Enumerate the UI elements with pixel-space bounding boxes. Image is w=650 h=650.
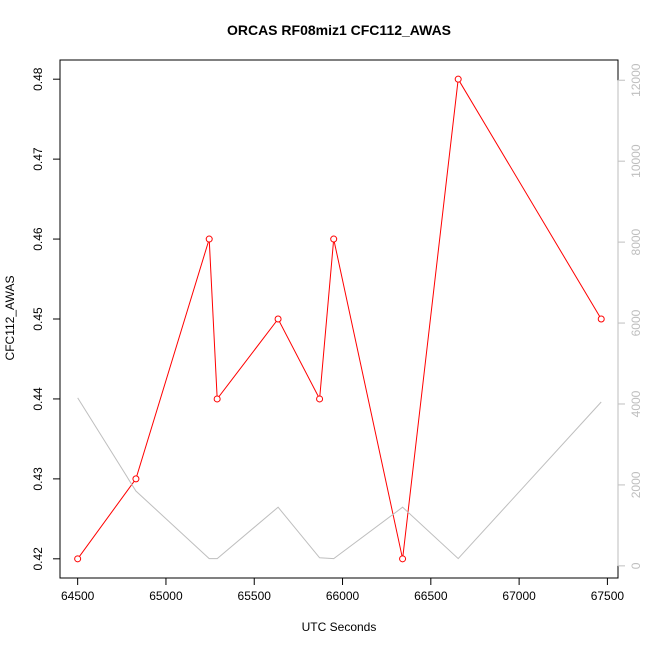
y-tick-label: 0.47 <box>31 147 45 171</box>
chart-title: ORCAS RF08miz1 CFC112_AWAS <box>227 22 451 38</box>
data-point <box>274 315 282 323</box>
data-point <box>316 395 324 403</box>
right-y-tick-label: 6000 <box>629 309 643 336</box>
series-line-0 <box>77 77 602 560</box>
y-tick-label: 0.48 <box>31 67 45 91</box>
data-point <box>330 235 338 243</box>
right-y-tick-label: 12000 <box>629 63 643 97</box>
x-tick-label: 67000 <box>502 589 536 603</box>
right-y-tick-label: 8000 <box>629 228 643 255</box>
x-axis: 64500 65000 65500 66000 66500 67000 67500 <box>61 578 624 603</box>
y-tick-label: 0.43 <box>31 467 45 491</box>
data-point <box>399 555 407 563</box>
x-tick-label: 66500 <box>414 589 448 603</box>
series-line-1 <box>77 397 602 560</box>
data-point <box>454 75 462 83</box>
right-y-tick-label: 4000 <box>629 390 643 417</box>
right-y-tick-label: 2000 <box>629 471 643 498</box>
data-point <box>74 555 82 563</box>
series-layer <box>74 75 605 563</box>
x-tick-label: 65500 <box>238 589 272 603</box>
right-y-axis: 0 2000 4000 6000 8000 10000 12000 <box>617 63 643 569</box>
data-point <box>213 395 221 403</box>
y-tick-label: 0.45 <box>31 307 45 331</box>
data-point <box>205 235 213 243</box>
y-axis: 0.42 0.43 0.44 0.45 0.46 0.47 0.48 <box>31 67 60 570</box>
x-tick-label: 66000 <box>326 589 360 603</box>
right-y-tick-label: 0 <box>629 562 643 569</box>
right-y-tick-label: 10000 <box>629 144 643 178</box>
x-tick-label: 67500 <box>591 589 625 603</box>
y-tick-label: 0.46 <box>31 227 45 251</box>
y-tick-label: 0.42 <box>31 547 45 571</box>
x-tick-label: 64500 <box>61 589 95 603</box>
x-axis-label: UTC Seconds <box>302 620 377 634</box>
y-tick-label: 0.44 <box>31 387 45 411</box>
data-point <box>597 315 605 323</box>
data-point <box>132 475 140 483</box>
y-axis-label: CFC112_AWAS <box>3 276 17 361</box>
x-tick-label: 65000 <box>149 589 183 603</box>
